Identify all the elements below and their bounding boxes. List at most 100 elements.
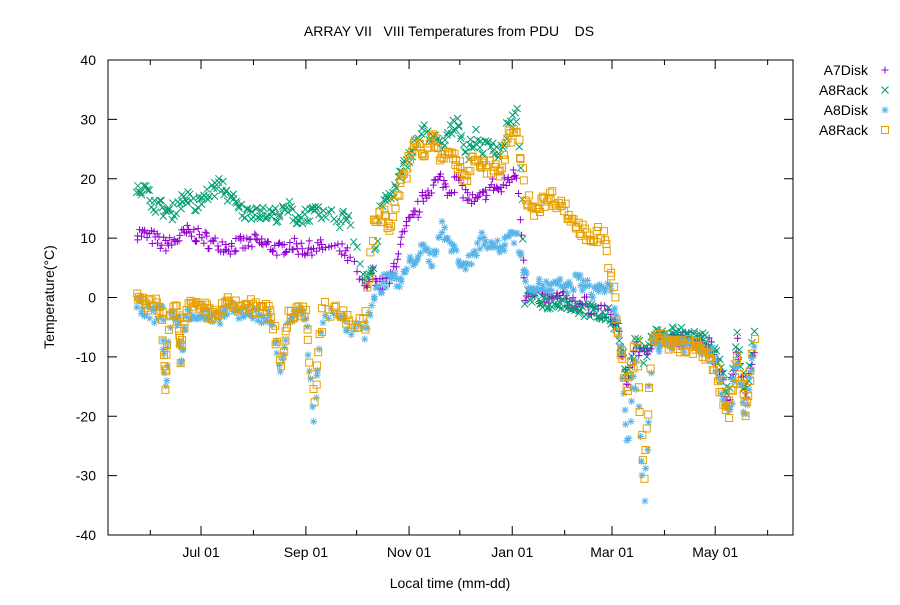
data-point <box>222 187 230 196</box>
data-point <box>521 296 529 304</box>
data-point <box>641 497 649 505</box>
data-points <box>132 104 760 505</box>
data-point <box>728 386 737 395</box>
data-point <box>750 327 759 336</box>
data-point <box>494 167 503 176</box>
data-point <box>218 238 226 246</box>
data-point <box>509 166 517 174</box>
data-point <box>248 243 256 251</box>
data-point <box>396 283 404 291</box>
data-point <box>632 357 640 365</box>
data-point <box>458 261 466 269</box>
data-point <box>403 218 411 226</box>
data-point <box>617 342 625 350</box>
data-point <box>748 355 756 363</box>
data-point <box>285 197 294 206</box>
data-point <box>397 233 405 241</box>
data-point <box>176 359 185 368</box>
data-point <box>450 149 459 158</box>
data-point <box>629 384 637 392</box>
data-point <box>668 329 676 337</box>
data-point <box>512 117 521 126</box>
legend-label: A8Rack <box>819 82 869 98</box>
data-point <box>339 207 348 216</box>
data-point <box>393 190 402 199</box>
data-point <box>312 380 321 389</box>
data-point <box>736 380 744 388</box>
data-point <box>516 216 524 224</box>
data-point <box>252 204 261 212</box>
data-point <box>215 174 223 183</box>
data-point <box>338 250 346 258</box>
data-point <box>314 203 323 211</box>
data-point <box>489 239 497 247</box>
data-point <box>600 284 608 292</box>
legend-label: A8Rack <box>819 122 869 138</box>
y-tick-label: -20 <box>76 408 96 424</box>
data-point <box>281 249 289 257</box>
data-point <box>381 210 390 219</box>
data-point <box>385 270 393 278</box>
data-point <box>638 456 647 465</box>
data-point <box>279 355 287 363</box>
data-point <box>466 167 475 176</box>
data-point <box>732 356 741 365</box>
data-point <box>515 142 524 151</box>
data-point <box>341 251 349 259</box>
data-point <box>363 283 371 291</box>
data-point <box>476 143 484 152</box>
data-point <box>441 224 449 232</box>
data-point <box>468 250 476 258</box>
data-point <box>534 295 543 304</box>
data-point <box>168 241 176 249</box>
data-point <box>741 412 750 421</box>
data-point <box>644 446 652 454</box>
data-point <box>280 241 288 249</box>
data-point <box>503 134 512 143</box>
data-point <box>502 182 510 190</box>
data-point <box>251 230 259 238</box>
data-point <box>393 282 401 290</box>
data-point <box>308 370 317 379</box>
data-point <box>190 226 198 234</box>
data-point <box>136 294 144 302</box>
data-point <box>579 277 587 285</box>
data-point <box>482 196 490 204</box>
data-point <box>235 314 243 322</box>
data-point <box>141 311 149 319</box>
data-point <box>500 247 508 255</box>
data-point <box>414 253 422 261</box>
data-point <box>565 299 573 307</box>
data-point <box>643 352 651 361</box>
data-point <box>470 198 478 206</box>
data-point <box>353 323 362 332</box>
plot-frame <box>107 59 794 536</box>
data-point <box>676 336 685 345</box>
data-point <box>496 166 505 175</box>
data-point <box>175 237 183 245</box>
data-point <box>727 385 736 394</box>
data-point <box>620 389 628 397</box>
data-point <box>288 205 297 214</box>
data-point <box>519 176 528 185</box>
data-point <box>189 311 197 319</box>
data-point <box>211 234 219 242</box>
data-point <box>462 147 470 156</box>
data-point <box>500 155 509 164</box>
data-point <box>205 304 214 313</box>
data-point <box>177 204 185 213</box>
data-point <box>343 326 351 334</box>
data-point <box>523 269 531 277</box>
data-point <box>176 231 184 239</box>
data-point <box>153 230 161 238</box>
data-point <box>548 187 557 196</box>
data-point <box>516 164 525 172</box>
data-point <box>691 342 700 351</box>
data-point <box>298 308 307 317</box>
data-point <box>166 234 174 242</box>
data-point <box>493 184 501 192</box>
data-point <box>700 345 709 354</box>
data-point <box>231 296 240 305</box>
data-point <box>493 244 501 252</box>
